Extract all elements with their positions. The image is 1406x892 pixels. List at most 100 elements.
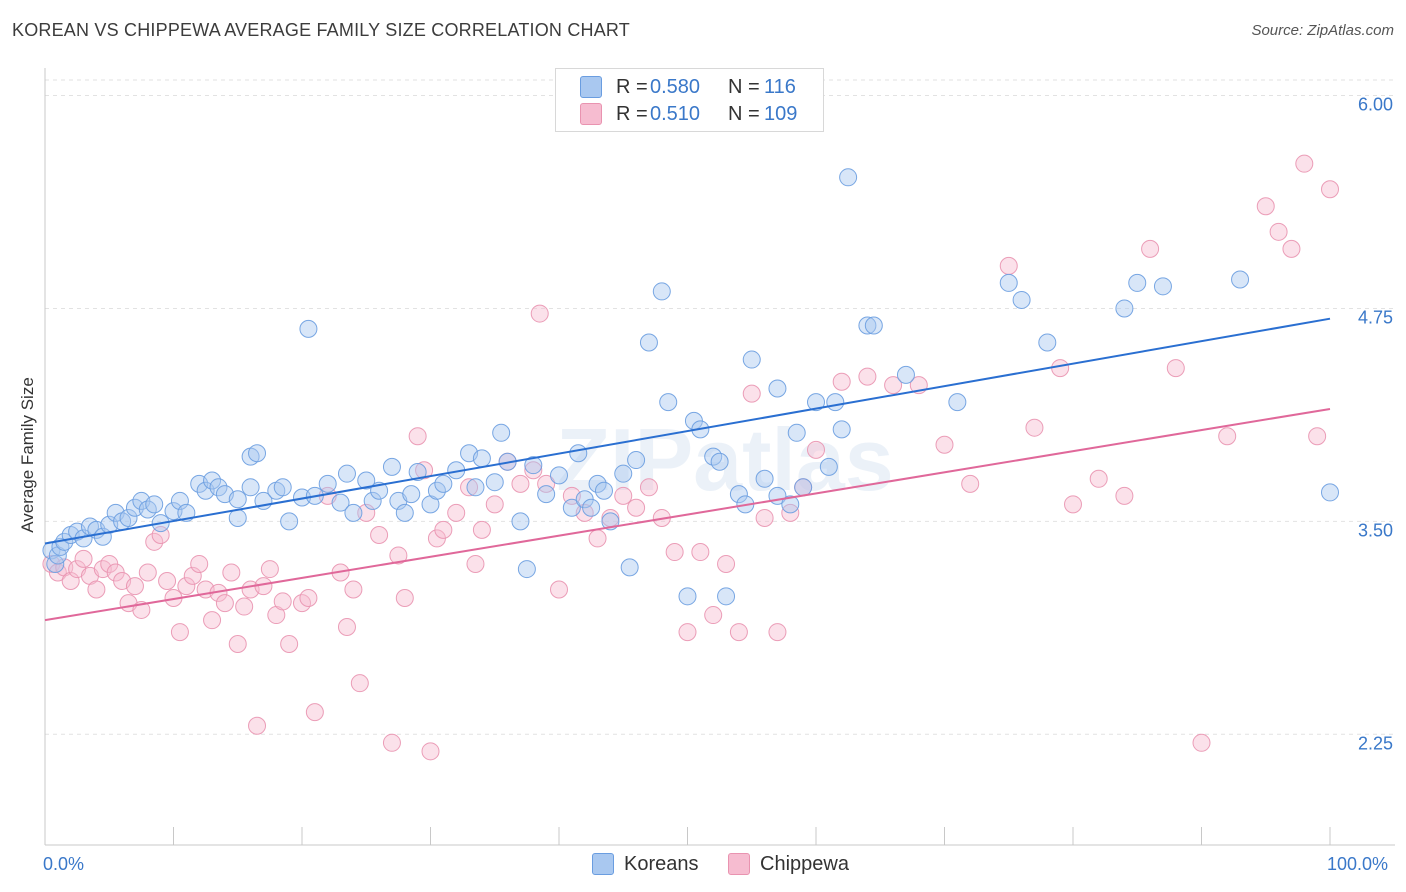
chippewa-trendline [44, 407, 1331, 622]
koreans-point [858, 316, 877, 335]
koreans-legend-label: Koreans [624, 852, 699, 875]
chippewa-point [935, 435, 954, 454]
chippewa-point [1192, 733, 1211, 752]
koreans-points [42, 168, 1339, 606]
chippewa-point [215, 594, 234, 613]
chippewa-point [138, 563, 157, 582]
trendlines [44, 317, 1331, 622]
koreans-point [434, 474, 453, 493]
koreans-point [363, 491, 382, 510]
chippewa-point [832, 372, 851, 391]
n-value: 109 [764, 102, 798, 125]
koreans-point [402, 485, 421, 504]
chippewa-point [74, 549, 93, 568]
chippewa-point [961, 474, 980, 493]
chippewa-point [235, 597, 254, 616]
koreans-point [582, 498, 601, 517]
chippewa-point [447, 503, 466, 522]
chippewa-point [460, 478, 479, 497]
chippewa-point [125, 577, 144, 596]
chippewa-point [273, 592, 292, 611]
chippewa-point [344, 580, 363, 599]
koreans-point [562, 498, 581, 517]
chippewa-point [1256, 197, 1275, 216]
chippewa-point [588, 529, 607, 548]
n-label: N = [728, 102, 760, 125]
koreans-point [466, 478, 485, 497]
r-label: R = [616, 102, 648, 125]
chippewa-point [1025, 418, 1044, 437]
chippewa-swatch [580, 103, 602, 125]
chippewa-point [1089, 469, 1108, 488]
koreans-point [209, 478, 228, 497]
koreans-point [826, 393, 845, 412]
chippewa-point [415, 461, 434, 480]
koreans-point [729, 485, 748, 504]
koreans-point [864, 316, 883, 335]
koreans-point [639, 333, 658, 352]
koreans-point [344, 503, 363, 522]
koreans-point [299, 319, 318, 338]
chippewa-point [183, 566, 202, 585]
chippewa-point [357, 503, 376, 522]
chippewa-point [639, 478, 658, 497]
koreans-point [511, 512, 530, 531]
koreans-point [1038, 333, 1057, 352]
n-value: 116 [764, 75, 796, 98]
koreans-point [1012, 290, 1031, 309]
chart-title: KOREAN VS CHIPPEWA AVERAGE FAMILY SIZE C… [12, 20, 631, 40]
chippewa-point [472, 520, 491, 539]
chippewa-point [395, 589, 414, 608]
chippewa-point [248, 716, 267, 735]
koreans-point [228, 490, 247, 509]
koreans-swatch [580, 76, 602, 98]
chippewa-point [1269, 222, 1288, 241]
chippewa-point [305, 703, 324, 722]
koreans-point [1231, 270, 1250, 289]
chippewa-point [858, 367, 877, 386]
axes [44, 68, 1395, 846]
koreans-point [839, 168, 858, 187]
chippewa-point [1218, 427, 1237, 446]
koreans-point [203, 471, 222, 490]
koreans-point [594, 481, 613, 500]
koreans-point [1128, 273, 1147, 292]
chippewa-point [1282, 239, 1301, 258]
r-value: 0.510 [650, 102, 701, 125]
chippewa-point [729, 623, 748, 642]
koreans-point [1321, 483, 1339, 502]
legend-item-koreans[interactable]: Koreans [592, 850, 699, 878]
chippewa-point [61, 571, 80, 590]
koreans-point [620, 558, 639, 577]
koreans-point [659, 393, 678, 412]
koreans-point [273, 478, 292, 497]
chippewa-point [884, 376, 903, 395]
chippewa-point [717, 554, 736, 573]
chippewa-legend-swatch [728, 853, 750, 875]
koreans-trendline [44, 317, 1331, 545]
koreans-point [280, 512, 299, 531]
x-tick-label-min: 0.0% [43, 854, 85, 874]
chippewa-point [742, 384, 761, 403]
n-label: N = [728, 75, 760, 98]
y-axis-label: Average Family Size [18, 377, 37, 533]
chippewa-point [190, 554, 209, 573]
chippewa-point [524, 461, 543, 480]
y-tick-label: 3.50 [1358, 520, 1393, 540]
chippewa-point [466, 554, 485, 573]
koreans-point [485, 473, 504, 492]
r-value: 0.580 [650, 75, 701, 98]
koreans-point [710, 452, 729, 471]
chippewa-point [421, 742, 440, 761]
koreans-point [517, 560, 536, 579]
legend-item-chippewa[interactable]: Chippewa [728, 850, 849, 878]
chippewa-point [691, 543, 710, 562]
chippewa-point [145, 532, 164, 551]
legend-row-koreans: R = 0.580 N = 116 [580, 74, 796, 100]
koreans-point [588, 474, 607, 493]
chippewa-point [299, 589, 318, 608]
koreans-point [170, 491, 189, 510]
chippewa-point [665, 543, 684, 562]
chippewa-point [627, 498, 646, 517]
